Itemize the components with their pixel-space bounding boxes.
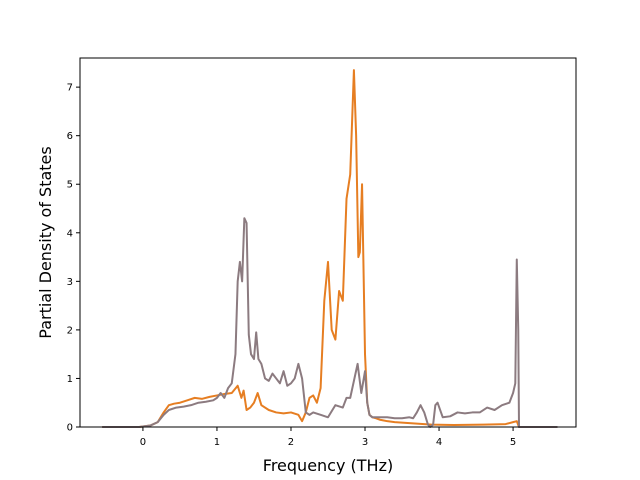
series-line-1: [102, 217, 558, 428]
y-tick-label: 4: [67, 228, 73, 239]
x-tick-label: 0: [140, 437, 146, 448]
series-layer: [102, 69, 558, 428]
plot-area: [80, 58, 576, 427]
y-axis-ticks: 0 1 2 3 4 5 6 7: [67, 83, 80, 434]
x-axis-ticks: 0 1 2 3 4 5: [140, 427, 516, 448]
y-tick-label: 2: [67, 325, 73, 336]
x-tick-label: 4: [436, 437, 442, 448]
y-axis-label: Partial Density of States: [36, 146, 55, 338]
y-tick-label: 7: [67, 83, 73, 94]
y-tick-label: 0: [67, 423, 73, 434]
x-tick-label: 1: [214, 437, 220, 448]
x-tick-label: 2: [288, 437, 294, 448]
y-tick-label: 3: [67, 277, 73, 288]
x-tick-label: 3: [362, 437, 368, 448]
axes-background: [80, 58, 576, 427]
y-tick-label: 5: [67, 180, 73, 191]
axes-frame: [79, 57, 577, 428]
x-tick-label: 5: [510, 437, 516, 448]
series-line-0: [102, 69, 558, 428]
y-tick-label: 6: [67, 131, 73, 142]
y-tick-label: 1: [67, 374, 73, 385]
x-axis-label: Frequency (THz): [263, 456, 393, 475]
